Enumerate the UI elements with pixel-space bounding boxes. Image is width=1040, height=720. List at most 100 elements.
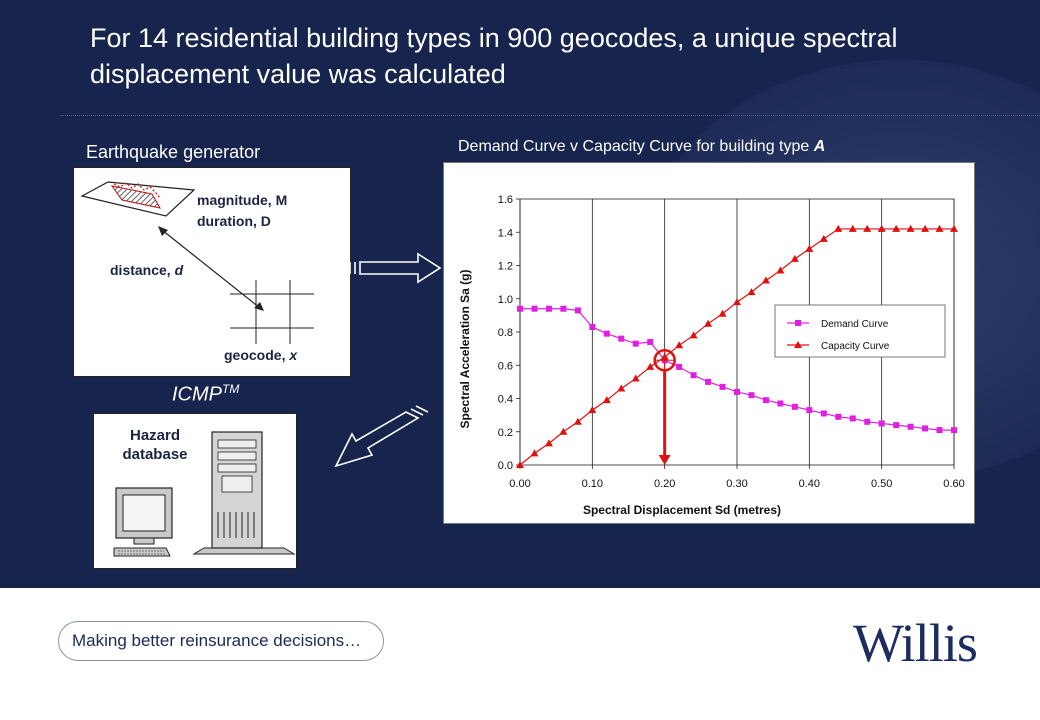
computer-monitor-icon bbox=[115, 487, 173, 545]
demand-point bbox=[936, 427, 943, 434]
capacity-point bbox=[863, 224, 872, 232]
capacity-point bbox=[950, 224, 958, 232]
capacity-point bbox=[848, 224, 857, 232]
capacity-point bbox=[776, 266, 785, 274]
capacity-point bbox=[704, 319, 713, 327]
capacity-point bbox=[718, 309, 727, 317]
demand-point bbox=[632, 340, 639, 347]
legend-item: Capacity Curve bbox=[787, 341, 890, 352]
demand-point bbox=[849, 415, 856, 422]
earthquake-diagram bbox=[80, 181, 314, 344]
x-tick-label: 0.60 bbox=[943, 478, 964, 490]
demand-point bbox=[705, 378, 712, 385]
capacity-point bbox=[906, 224, 915, 232]
legend-item: Demand Curve bbox=[787, 319, 889, 330]
chart-legend: Demand Curve Capacity Curve bbox=[774, 304, 946, 358]
y-tick-label: 0.6 bbox=[498, 360, 513, 372]
demand-point bbox=[835, 413, 842, 420]
demand-point bbox=[618, 335, 625, 342]
slide-title: For 14 residential building types in 900… bbox=[90, 23, 898, 89]
capacity-point bbox=[646, 362, 655, 370]
capacity-point bbox=[544, 439, 553, 447]
demand-point bbox=[517, 305, 523, 312]
title-divider bbox=[60, 115, 1040, 116]
demand-point bbox=[762, 397, 769, 404]
capacity-point bbox=[530, 449, 539, 457]
y-tick-label: 1.2 bbox=[498, 261, 513, 273]
legend-box bbox=[774, 304, 946, 358]
capacity-point bbox=[747, 288, 756, 296]
chart-title: Demand Curve v Capacity Curve for buildi… bbox=[458, 138, 826, 155]
capacity-point bbox=[834, 224, 843, 232]
capacity-point bbox=[794, 341, 802, 348]
geocode-grid-icon bbox=[230, 280, 314, 344]
capacity-point bbox=[877, 224, 886, 232]
legend-label: Demand Curve bbox=[821, 319, 889, 330]
fault-plane-icon bbox=[80, 181, 196, 217]
demand-point bbox=[603, 330, 610, 337]
y-tick-label: 0.0 bbox=[498, 460, 513, 472]
x-axis-label: Spectral Displacement Sd (metres) bbox=[583, 503, 781, 517]
capacity-point bbox=[631, 374, 640, 382]
capacity-point bbox=[761, 276, 770, 284]
willis-logo: Willis bbox=[853, 613, 978, 673]
demand-point bbox=[676, 363, 683, 370]
demand-point bbox=[907, 423, 914, 430]
demand-point bbox=[878, 420, 885, 427]
icmp-label: ICMPTM bbox=[172, 382, 240, 406]
magnitude-label: magnitude, M bbox=[197, 192, 288, 208]
demand-capacity-chart: 0.00 0.10 0.20 0.30 0.40 0.50 0.60 0.0 0.2 0.4 0.6… bbox=[458, 194, 965, 517]
demand-point bbox=[734, 388, 740, 395]
demand-point bbox=[864, 418, 871, 425]
y-tick-label: 0.2 bbox=[498, 427, 513, 439]
x-tick-label: 0.50 bbox=[871, 478, 892, 490]
x-tick-label: 0.40 bbox=[799, 478, 820, 490]
hazard-database-panel: Hazard database bbox=[93, 413, 297, 569]
demand-point bbox=[574, 307, 581, 314]
demand-point bbox=[719, 383, 726, 390]
y-tick-label: 1.0 bbox=[498, 294, 513, 306]
keyboard-icon bbox=[113, 547, 171, 557]
demand-point bbox=[922, 425, 929, 432]
demand-point bbox=[531, 305, 538, 312]
intersection-arrowhead bbox=[658, 455, 671, 465]
intersection-marker bbox=[653, 349, 676, 465]
duration-label: duration, D bbox=[197, 213, 271, 229]
y-tick-label: 0.8 bbox=[498, 327, 513, 339]
capacity-point bbox=[617, 384, 626, 392]
demand-point bbox=[777, 400, 784, 407]
earthquake-generator-heading: Earthquake generator bbox=[86, 142, 261, 162]
demand-point bbox=[748, 392, 755, 399]
plot-area-border bbox=[519, 198, 955, 466]
capacity-point bbox=[516, 461, 524, 468]
geocode-label: geocode, x bbox=[224, 347, 298, 363]
hazard-icons bbox=[113, 431, 296, 557]
chart-panel: 0.00 0.10 0.20 0.30 0.40 0.50 0.60 0.0 0.2 0.4 0.6… bbox=[443, 162, 975, 524]
demand-point bbox=[893, 422, 900, 429]
tagline: Making better reinsurance decisions… bbox=[58, 621, 384, 661]
capacity-point bbox=[559, 427, 568, 435]
x-tick-label: 0.00 bbox=[509, 478, 530, 490]
capacity-point bbox=[892, 224, 901, 232]
capacity-point bbox=[588, 406, 597, 414]
x-tick-label: 0.10 bbox=[582, 478, 603, 490]
capacity-point bbox=[790, 254, 799, 262]
hazard-database-label: Hazard database bbox=[122, 427, 188, 463]
demand-point bbox=[545, 305, 552, 312]
legend-label: Capacity Curve bbox=[821, 341, 890, 352]
demand-point bbox=[589, 324, 596, 331]
demand-point bbox=[690, 372, 697, 379]
capacity-point bbox=[573, 417, 582, 425]
demand-point bbox=[806, 407, 813, 414]
y-axis-label: Spectral Acceleration Sa (g) bbox=[458, 270, 472, 429]
capacity-point bbox=[675, 341, 684, 349]
capacity-curve-series bbox=[516, 224, 958, 468]
y-tick-label: 1.6 bbox=[498, 194, 513, 206]
capacity-point bbox=[602, 396, 611, 404]
server-tower-icon bbox=[192, 431, 296, 555]
axis-layer: 0.00 0.10 0.20 0.30 0.40 0.50 0.60 0.0 0.2 0.4 0.6… bbox=[498, 194, 965, 490]
demand-point bbox=[951, 427, 957, 434]
capacity-point bbox=[805, 244, 814, 252]
series-layer bbox=[516, 224, 958, 468]
demand-point bbox=[791, 403, 798, 410]
